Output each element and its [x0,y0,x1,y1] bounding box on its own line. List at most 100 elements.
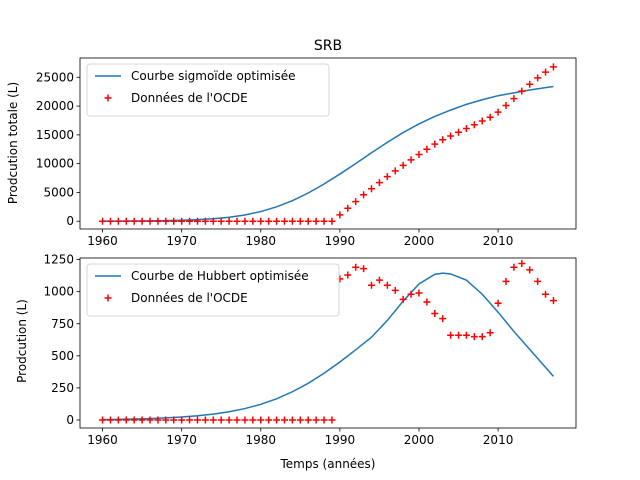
data-point-marker [375,276,383,284]
y-tick-label: 25000 [36,70,74,84]
data-point-marker [383,281,391,289]
data-point-marker [225,217,233,225]
data-point-marker [526,266,534,274]
y-tick-label: 750 [51,317,74,331]
bottom-y-axis-label: Prodcution (L) [15,299,29,383]
legend: Courbe sigmoïde optimisée Données de l'OC… [86,63,330,117]
data-point-marker [510,263,518,271]
data-point-marker [518,87,526,95]
data-point-marker [130,416,138,424]
data-point-marker [209,217,217,225]
y-tick-label: 15000 [36,128,74,142]
x-tick-label: 2010 [483,234,514,248]
data-point-marker [265,416,273,424]
data-point-marker [391,286,399,294]
top-plot-area: 1960 1970 1980 1990 2000 2010 0 5000 10000 15000 2… [36,57,577,248]
data-point-marker [233,217,241,225]
data-point-marker [470,333,478,341]
data-point-marker [178,416,186,424]
x-tick-label: 1960 [87,433,118,447]
data-point-marker [399,295,407,303]
series-layer [99,259,557,424]
data-point-marker [99,416,107,424]
data-point-marker [154,217,162,225]
data-point-marker [352,198,360,206]
data-point-marker [447,331,455,339]
top-panel: SRB 1960 1970 1980 1990 2000 2010 0 5000 10000 15… [6,38,577,248]
data-point-marker [114,416,122,424]
x-tick-label: 1980 [245,433,276,447]
data-point-marker [249,416,257,424]
axes-frame [79,257,577,429]
data-point-marker [462,125,470,133]
data-point-marker [352,263,360,271]
data-point-marker [241,217,249,225]
data-point-marker [502,102,510,109]
data-point-marker [455,128,463,136]
data-point-marker [273,416,281,424]
legend-box [86,263,340,317]
data-point-marker [320,217,328,225]
legend-entry-label: Courbe sigmoïde optimisée [131,69,296,83]
y-tick-label: 250 [51,381,74,395]
legend-entry-label: Données de l'OCDE [131,291,248,305]
data-point-marker [154,416,162,424]
data-point-marker [257,416,265,424]
data-point-marker [415,150,423,158]
data-point-marker [201,217,209,225]
data-point-marker [257,217,265,225]
bottom-x-axis-label: Temps (années) [280,457,376,471]
data-point-marker [241,416,249,424]
series-layer [99,63,557,225]
data-point-marker [233,416,241,424]
data-point-marker [106,416,114,424]
data-point-marker [360,265,368,273]
axis-ticks: 1960 1970 1980 1990 2000 2010 0 250 500 750 1000 12… [43,253,513,447]
legend-entry-label: Données de l'OCDE [131,91,248,105]
data-point-marker [534,74,542,82]
data-point-marker [280,416,288,424]
data-point-marker [534,277,542,285]
data-point-marker [146,217,154,225]
data-point-marker [106,217,114,225]
data-point-marker [368,281,376,289]
data-point-marker [130,217,138,225]
data-point-marker [415,289,423,297]
data-point-marker [122,416,130,424]
data-point-marker [502,277,510,285]
x-tick-label: 1990 [325,234,356,248]
data-point-marker [486,329,494,337]
data-point-marker [439,315,447,323]
fitted-curve-line [102,85,554,222]
data-point-marker [328,416,336,424]
data-point-marker [288,217,296,225]
data-point-marker [217,217,225,225]
y-tick-label: 0 [66,413,74,427]
data-point-marker [273,217,281,225]
y-tick-label: 0 [66,214,74,228]
data-point-marker [439,136,447,144]
data-point-marker [146,416,154,424]
y-tick-label: 1000 [43,285,74,299]
data-point-marker [217,416,225,424]
data-point-marker [336,211,344,219]
data-point-marker [494,108,502,116]
y-tick-label: 5000 [43,185,74,199]
bottom-plot-area: 1960 1970 1980 1990 2000 2010 0 250 500 750 1000 12… [43,253,577,447]
data-point-marker [368,185,376,193]
data-point-marker [312,416,320,424]
data-point-marker [138,416,146,424]
x-tick-label: 2000 [404,433,435,447]
x-tick-label: 1980 [245,234,276,248]
data-point-marker [344,271,352,279]
x-tick-label: 2000 [404,234,435,248]
data-point-marker [122,217,130,225]
data-point-marker [407,290,415,298]
data-point-marker [249,217,257,225]
data-point-marker [280,217,288,225]
legend: Courbe de Hubbert optimisée Données de l'… [86,263,340,317]
data-point-marker [162,416,170,424]
data-point-marker [510,95,518,103]
legend-entry-label: Courbe de Hubbert optimisée [131,269,309,283]
legend-marker-swatch [104,294,112,302]
